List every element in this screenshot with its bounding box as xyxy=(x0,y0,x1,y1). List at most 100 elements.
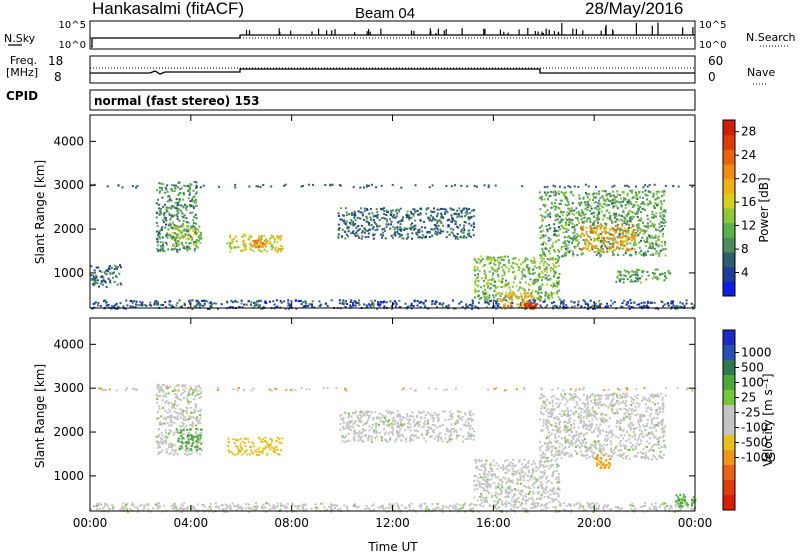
echo-cell xyxy=(540,195,543,198)
echo-cell xyxy=(376,216,379,219)
echo-cell xyxy=(497,275,500,278)
echo-cell xyxy=(90,278,93,281)
echo-cell xyxy=(488,294,491,297)
echo-cell xyxy=(478,262,481,265)
echo-cell xyxy=(393,228,396,231)
echo-cell xyxy=(636,273,639,276)
echo-cell xyxy=(193,305,196,308)
echo-cell xyxy=(226,300,229,303)
echo-cell xyxy=(237,447,240,450)
echo-cell xyxy=(531,307,534,310)
echo-cell xyxy=(476,261,479,264)
echo-cell xyxy=(552,283,555,286)
echo-cell xyxy=(363,207,366,210)
echo-cell xyxy=(579,204,582,207)
echo-cell xyxy=(642,505,645,508)
echo-cell xyxy=(258,236,261,239)
echo-cell xyxy=(444,437,447,440)
echo-cell xyxy=(487,282,490,285)
echo-cell xyxy=(562,241,565,244)
echo-cell xyxy=(600,246,603,249)
echo-cell xyxy=(385,225,388,228)
echo-cell xyxy=(287,299,290,302)
echo-cell xyxy=(616,190,619,193)
echo-cell xyxy=(94,277,97,280)
echo-cell xyxy=(615,280,618,283)
echo-cell xyxy=(568,209,571,211)
echo-cell xyxy=(382,508,385,511)
echo-cell xyxy=(379,300,382,303)
echo-cell xyxy=(185,185,188,188)
echo-cell xyxy=(259,239,261,242)
echo-cell xyxy=(582,221,585,224)
echo-cell xyxy=(372,303,375,306)
echo-cell xyxy=(662,503,665,506)
echo-cell xyxy=(683,304,686,307)
echo-cell xyxy=(464,438,467,441)
echo-cell xyxy=(567,213,570,216)
echo-cell xyxy=(652,236,654,239)
echo-cell xyxy=(398,228,401,231)
echo-cell xyxy=(553,264,556,267)
echo-cell xyxy=(623,244,626,247)
echo-cell xyxy=(636,226,639,229)
echo-cell xyxy=(576,239,579,242)
echo-cell xyxy=(191,439,194,442)
echo-cell xyxy=(479,504,482,507)
echo-cell xyxy=(646,194,649,197)
echo-cell xyxy=(639,281,642,284)
echo-cell xyxy=(129,507,132,510)
echo-cell xyxy=(413,435,416,437)
echo-cell xyxy=(566,240,569,243)
echo-cell xyxy=(417,425,420,428)
echo-cell xyxy=(606,237,609,240)
echo-cell xyxy=(603,215,606,218)
echo-cell xyxy=(261,438,264,441)
echo-cell xyxy=(256,241,259,244)
echo-cell xyxy=(414,510,417,513)
echo-cell xyxy=(453,234,456,237)
echo-cell xyxy=(655,193,658,196)
echo-cell xyxy=(304,301,307,304)
echo-cell xyxy=(407,214,410,217)
echo-cell xyxy=(583,234,586,237)
echo-cell xyxy=(545,262,548,265)
echo-cell xyxy=(239,437,242,440)
echo-cell xyxy=(371,302,374,304)
echo-cell xyxy=(257,305,260,308)
echo-cell xyxy=(352,302,355,305)
echo-cell xyxy=(640,203,643,206)
echo-cell xyxy=(374,437,377,440)
echo-cell xyxy=(255,245,258,248)
echo-cell xyxy=(419,207,422,210)
echo-cell xyxy=(595,192,598,195)
echo-cell xyxy=(629,219,632,222)
echo-cell xyxy=(178,398,180,401)
echo-cell xyxy=(287,301,290,304)
echo-cell xyxy=(190,235,192,238)
echo-cell xyxy=(515,285,518,288)
echo-cell xyxy=(267,502,270,505)
echo-cell xyxy=(353,437,355,440)
echo-cell xyxy=(173,503,176,506)
echo-cell xyxy=(525,304,528,307)
echo-cell xyxy=(274,451,276,454)
echo-cell xyxy=(615,205,618,208)
echo-cell xyxy=(262,506,265,509)
echo-cell xyxy=(162,406,164,409)
echo-cell xyxy=(497,267,500,270)
echo-cell xyxy=(90,265,93,268)
echo-cell xyxy=(612,302,614,305)
echo-cell xyxy=(283,300,286,303)
echo-cell xyxy=(182,410,185,412)
echo-cell xyxy=(567,200,570,203)
echo-cell xyxy=(584,201,587,203)
echo-cell xyxy=(193,249,196,252)
y-tick-label: 4000 xyxy=(53,134,84,148)
echo-cell xyxy=(178,200,181,203)
echo-cell xyxy=(376,211,379,214)
echo-cell xyxy=(182,433,185,436)
echo-cell xyxy=(507,293,510,296)
echo-cell xyxy=(635,276,637,279)
date-title: 28/May/2016 xyxy=(585,0,683,18)
